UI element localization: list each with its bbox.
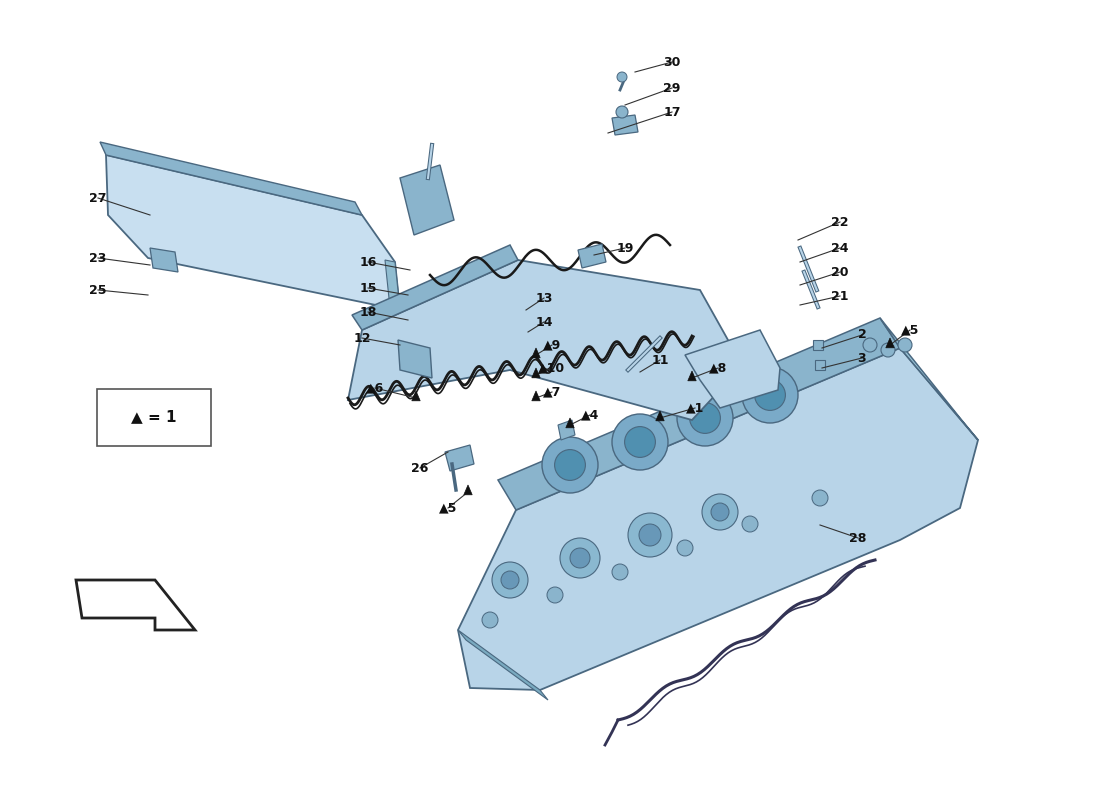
Polygon shape [880, 318, 978, 440]
Polygon shape [531, 348, 540, 358]
Bar [815, 360, 825, 370]
Circle shape [864, 338, 877, 352]
Polygon shape [385, 260, 400, 310]
Circle shape [612, 414, 668, 470]
Text: 2: 2 [858, 329, 867, 342]
Polygon shape [612, 115, 638, 135]
Polygon shape [656, 411, 664, 421]
Text: 23: 23 [89, 251, 107, 265]
Circle shape [500, 571, 519, 589]
Circle shape [742, 516, 758, 532]
Circle shape [612, 564, 628, 580]
Text: 12: 12 [353, 331, 371, 345]
Circle shape [560, 538, 600, 578]
Polygon shape [578, 244, 606, 268]
Circle shape [482, 612, 498, 628]
Circle shape [676, 390, 733, 446]
Circle shape [617, 72, 627, 82]
Circle shape [554, 450, 585, 480]
Text: 11: 11 [651, 354, 669, 366]
Text: 30: 30 [663, 55, 681, 69]
Text: ▲7: ▲7 [542, 386, 561, 398]
Text: 17: 17 [663, 106, 681, 118]
Polygon shape [411, 391, 420, 401]
Polygon shape [76, 580, 195, 630]
FancyBboxPatch shape [97, 389, 211, 446]
Text: 15: 15 [360, 282, 376, 294]
Circle shape [742, 367, 797, 423]
Circle shape [616, 106, 628, 118]
Circle shape [570, 548, 590, 568]
Text: ▲4: ▲4 [581, 409, 600, 422]
Text: 19: 19 [616, 242, 634, 254]
Circle shape [547, 587, 563, 603]
Text: ▲10: ▲10 [538, 362, 565, 374]
Polygon shape [446, 445, 474, 471]
Text: 3: 3 [858, 351, 867, 365]
Bar [813, 340, 823, 350]
Text: 24: 24 [832, 242, 849, 254]
Circle shape [755, 380, 785, 410]
Text: ▲6: ▲6 [366, 382, 384, 394]
Text: 21: 21 [832, 290, 849, 302]
Text: 16: 16 [360, 255, 376, 269]
Circle shape [492, 562, 528, 598]
Text: 22: 22 [832, 215, 849, 229]
Circle shape [898, 338, 912, 352]
Text: ▲5: ▲5 [439, 502, 458, 514]
Text: 20: 20 [832, 266, 849, 278]
Polygon shape [398, 340, 432, 378]
Polygon shape [458, 630, 548, 700]
Text: ▲1: ▲1 [685, 402, 704, 414]
Circle shape [812, 490, 828, 506]
Text: 18: 18 [360, 306, 376, 318]
Polygon shape [458, 348, 978, 690]
Text: 28: 28 [849, 531, 867, 545]
Circle shape [711, 503, 729, 521]
Text: 27: 27 [89, 191, 107, 205]
Circle shape [881, 343, 895, 357]
Polygon shape [352, 245, 518, 330]
Polygon shape [106, 155, 400, 310]
Text: 25: 25 [89, 283, 107, 297]
Text: 14: 14 [536, 315, 552, 329]
Polygon shape [886, 338, 894, 348]
Polygon shape [688, 371, 696, 381]
Text: ▲5: ▲5 [901, 323, 920, 337]
Circle shape [702, 494, 738, 530]
Polygon shape [685, 330, 780, 408]
Polygon shape [348, 260, 728, 420]
Text: 13: 13 [536, 291, 552, 305]
Circle shape [542, 437, 598, 493]
Text: ▲ = 1: ▲ = 1 [131, 410, 177, 425]
Circle shape [625, 426, 656, 458]
Polygon shape [565, 418, 574, 428]
Polygon shape [531, 391, 540, 401]
Polygon shape [464, 485, 472, 494]
Text: ▲8: ▲8 [708, 362, 727, 374]
Circle shape [628, 513, 672, 557]
Text: 26: 26 [411, 462, 429, 474]
Polygon shape [150, 248, 178, 272]
Text: ▲9: ▲9 [543, 338, 561, 351]
Text: 29: 29 [663, 82, 681, 94]
Polygon shape [498, 318, 900, 510]
Circle shape [676, 540, 693, 556]
Polygon shape [531, 368, 540, 378]
Polygon shape [400, 165, 454, 235]
Polygon shape [558, 420, 575, 440]
Polygon shape [100, 142, 362, 215]
Circle shape [690, 402, 721, 434]
Circle shape [639, 524, 661, 546]
